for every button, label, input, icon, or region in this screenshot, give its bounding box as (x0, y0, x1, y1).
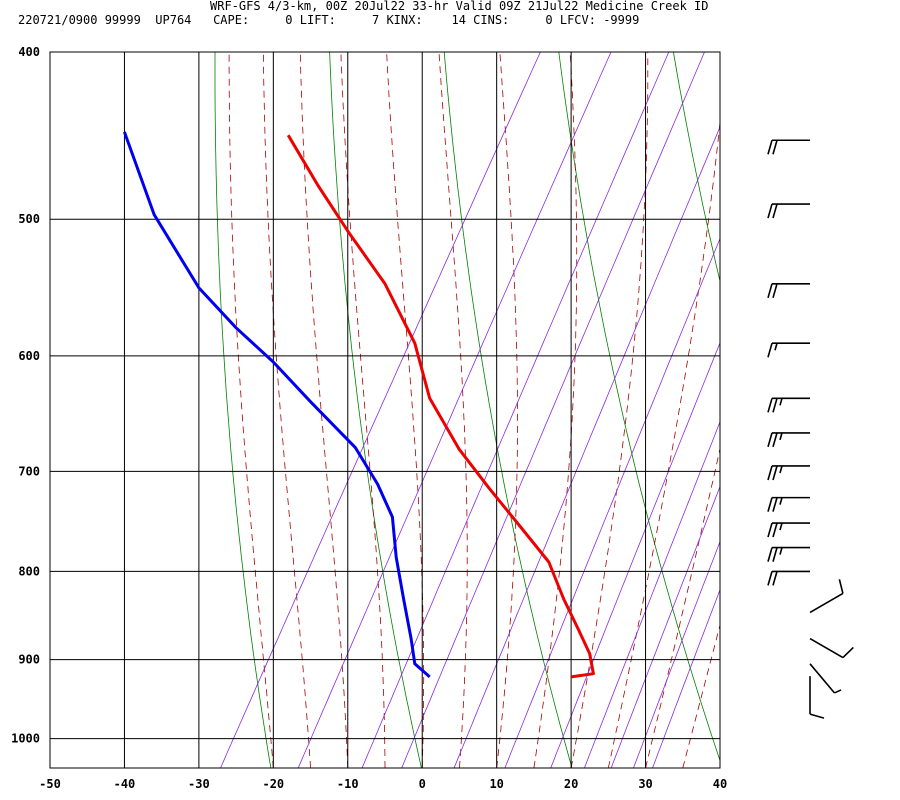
mixing-ratio-line (401, 52, 705, 768)
mixing-ratio-line (504, 237, 720, 768)
x-tick-label: -40 (114, 777, 136, 791)
moist-adiabat (682, 623, 720, 768)
moist-adiabat (719, 766, 720, 768)
y-tick-label: 400 (18, 45, 40, 59)
x-tick-label: 10 (489, 777, 503, 791)
dry-adiabat (214, 52, 272, 768)
x-tick-label: 40 (713, 777, 727, 791)
x-tick-label: -50 (39, 777, 61, 791)
wind-barb (809, 637, 854, 659)
y-tick-label: 900 (18, 653, 40, 667)
mixing-ratio-line (652, 588, 720, 768)
y-tick-label: 800 (18, 564, 40, 578)
wind-barb (767, 139, 810, 155)
dry-adiabat (673, 52, 720, 283)
mixing-ratio-line (297, 52, 612, 768)
moist-adiabat (607, 118, 720, 768)
temperature-profile (286, 134, 595, 679)
x-tick-label: 30 (638, 777, 652, 791)
mixing-ratio-line (610, 485, 720, 768)
moist-adiabat (386, 52, 425, 768)
x-tick-label: 0 (419, 777, 426, 791)
wind-barb (767, 546, 810, 562)
dry-adiabat (558, 52, 720, 762)
wind-barb (767, 203, 810, 219)
moist-adiabat (263, 52, 311, 768)
wind-barb (809, 663, 842, 694)
y-tick-label: 1000 (11, 732, 40, 746)
mixing-ratio-line (361, 52, 670, 768)
moist-adiabat (438, 52, 468, 768)
y-tick-label: 600 (18, 349, 40, 363)
dry-adiabat (788, 52, 900, 768)
mixing-ratio-line (453, 125, 720, 768)
dry-adiabat (443, 52, 573, 768)
mixing-ratio-line (220, 52, 541, 768)
wind-barb (767, 282, 810, 299)
wind-barb (809, 579, 844, 614)
wind-barb (767, 496, 810, 512)
dry-adiabat (329, 52, 422, 768)
x-tick-label: -10 (337, 777, 359, 791)
dewpoint-profile (122, 131, 431, 679)
x-tick-label: -20 (262, 777, 284, 791)
wind-barb (767, 432, 810, 448)
wind-barb (767, 570, 810, 586)
wind-barb (767, 397, 810, 413)
mixing-ratio-line (584, 420, 720, 768)
mixing-ratio-line (633, 540, 720, 768)
moist-adiabat (645, 447, 720, 768)
x-tick-label: -30 (188, 777, 210, 791)
y-tick-label: 500 (18, 212, 40, 226)
moist-adiabat (570, 52, 649, 768)
plot-frame (49, 51, 721, 769)
wind-barb (767, 522, 810, 538)
mixing-ratio-line (550, 341, 720, 768)
moist-adiabat (496, 52, 518, 768)
sounding-indices: 220721/0900 99999 UP764 CAPE: 0 LIFT: 7 … (18, 13, 640, 27)
x-tick-label: 20 (564, 777, 578, 791)
moist-adiabat (299, 52, 349, 768)
chart-title: WRF-GFS 4/3-km, 00Z 20Jul22 33-hr Valid … (210, 0, 709, 13)
wind-barb (809, 676, 825, 719)
y-tick-label: 700 (18, 464, 40, 478)
moist-adiabat (228, 52, 274, 768)
moist-adiabat (533, 52, 578, 768)
wind-barb (767, 342, 810, 358)
wind-barb (767, 465, 810, 481)
moist-adiabat (340, 52, 386, 768)
